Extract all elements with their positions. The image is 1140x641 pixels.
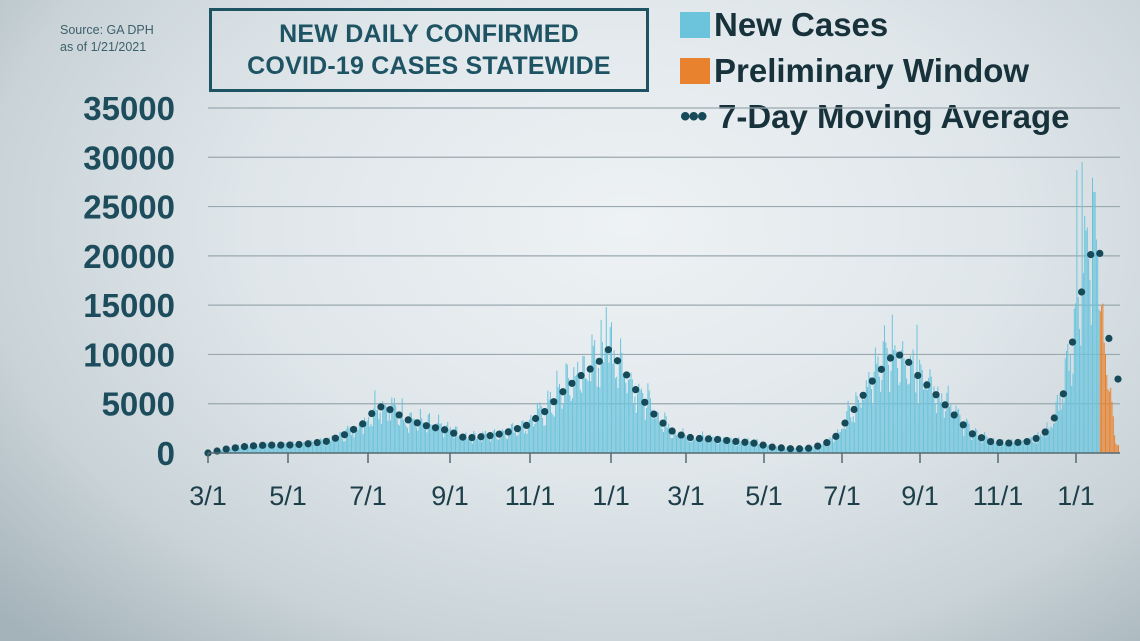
svg-text:9/1: 9/1 [901, 481, 939, 511]
svg-text:11/1: 11/1 [973, 481, 1024, 511]
x-axis [207, 452, 1120, 463]
svg-text:15000: 15000 [83, 287, 175, 324]
svg-text:1/1: 1/1 [1057, 481, 1095, 511]
svg-text:11/1: 11/1 [505, 481, 556, 511]
dotted-line-icon: ••• [680, 100, 708, 133]
title-line-2: COVID-19 CASES STATEWIDE [247, 52, 611, 80]
bars [209, 162, 1119, 454]
moving-average-dots [204, 249, 1122, 457]
source-line: Source: GA DPH [60, 23, 154, 37]
source-note: Source: GA DPH as of 1/21/2021 [60, 22, 154, 56]
svg-text:35000: 35000 [83, 90, 175, 127]
svg-text:5/1: 5/1 [745, 481, 783, 511]
svg-text:20000: 20000 [83, 238, 175, 275]
svg-text:7/1: 7/1 [349, 481, 387, 511]
chart-title: NEW DAILY CONFIRMED COVID-19 CASES STATE… [209, 8, 649, 92]
legend-label: New Cases [714, 6, 889, 43]
legend-item-new-cases: New Cases [680, 2, 1070, 48]
legend-item-preliminary: Preliminary Window [680, 48, 1070, 94]
svg-text:0: 0 [157, 435, 175, 472]
svg-text:5000: 5000 [102, 386, 175, 423]
as-of-date: as of 1/21/2021 [60, 40, 147, 54]
legend-label: 7-Day Moving Average [718, 98, 1070, 135]
legend-item-moving-average: ••• 7-Day Moving Average [680, 94, 1070, 140]
title-line-1: NEW DAILY CONFIRMED [279, 20, 579, 48]
legend-label: Preliminary Window [714, 52, 1030, 89]
legend: New Cases Preliminary Window ••• 7-Day M… [680, 2, 1070, 140]
svg-text:30000: 30000 [83, 139, 175, 176]
svg-text:1/1: 1/1 [592, 481, 630, 511]
y-axis-labels: 0 5000 10000 15000 20000 25000 30000 35000 [83, 90, 175, 472]
svg-text:9/1: 9/1 [431, 481, 469, 511]
svg-text:10000: 10000 [83, 336, 175, 373]
preliminary-swatch-icon [680, 58, 710, 84]
gridlines [208, 107, 1120, 405]
svg-text:3/1: 3/1 [189, 481, 227, 511]
svg-text:25000: 25000 [83, 189, 175, 226]
svg-text:5/1: 5/1 [269, 481, 307, 511]
new-cases-swatch-icon [680, 12, 710, 38]
x-axis-labels: 3/1 5/1 7/1 9/1 11/1 1/1 3/1 5/1 7/1 9/1 11/1 1/1 [189, 481, 1095, 511]
svg-text:7/1: 7/1 [823, 481, 861, 511]
svg-text:3/1: 3/1 [667, 481, 705, 511]
